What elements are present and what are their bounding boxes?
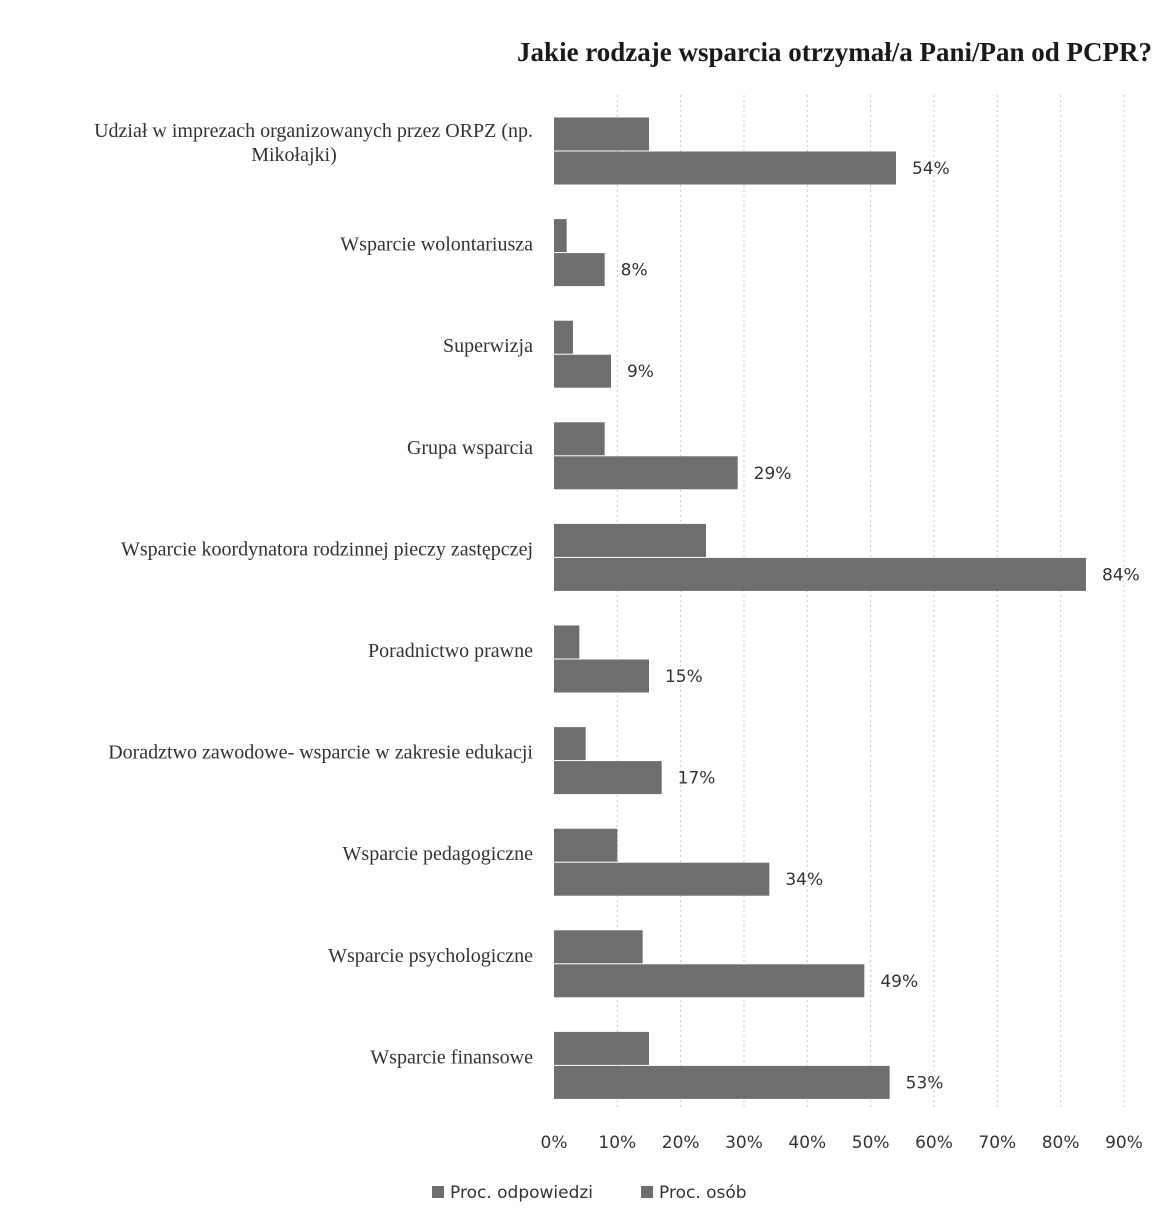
x-tick-label: 0% — [541, 1133, 568, 1153]
bar-proc-odpowiedzi — [554, 1031, 649, 1065]
bar-proc-odpowiedzi — [554, 320, 573, 354]
bar-proc-osob — [554, 354, 611, 388]
bar-proc-osob — [554, 964, 865, 998]
data-label: 49% — [880, 972, 918, 992]
data-label: 15% — [665, 667, 703, 687]
category-label: Grupa wsparcia — [407, 437, 533, 459]
bar-proc-osob — [554, 1065, 890, 1099]
data-label: 9% — [627, 362, 654, 382]
bar-proc-osob — [554, 557, 1086, 591]
bar-proc-osob — [554, 151, 896, 185]
bars — [554, 117, 1086, 1099]
x-tick-label: 10% — [598, 1133, 636, 1153]
bar-proc-odpowiedzi — [554, 828, 618, 862]
category-labels: Udział w imprezach organizowanych przez … — [94, 120, 533, 1068]
bar-proc-osob — [554, 253, 605, 287]
x-axis-ticks: 0% 10% 20% 30% 40% 50% 60% 70% 80% 90% — [541, 1133, 1143, 1153]
x-tick-label: 20% — [662, 1133, 700, 1153]
x-tick-label: 90% — [1105, 1133, 1143, 1153]
legend: Proc. odpowiedzi Proc. osób — [432, 1183, 747, 1203]
data-label: 84% — [1102, 565, 1140, 585]
x-tick-label: 80% — [1042, 1133, 1080, 1153]
x-tick-label: 60% — [915, 1133, 953, 1153]
bar-proc-odpowiedzi — [554, 117, 649, 151]
bar-proc-osob — [554, 456, 738, 490]
x-tick-label: 70% — [978, 1133, 1016, 1153]
data-label: 34% — [785, 870, 823, 890]
category-label: Poradnictwo prawne — [368, 640, 533, 662]
bar-proc-odpowiedzi — [554, 625, 580, 659]
data-label: 29% — [754, 464, 792, 484]
gridlines — [616, 95, 1125, 1108]
data-label: 54% — [912, 159, 950, 179]
bar-proc-osob — [554, 761, 662, 795]
category-label: Wsparcie koordynatora rodzinnej pieczy z… — [121, 538, 533, 560]
data-label: 8% — [621, 261, 648, 281]
bar-proc-odpowiedzi — [554, 523, 706, 557]
bar-proc-osob — [554, 862, 770, 896]
x-tick-label: 50% — [852, 1133, 890, 1153]
legend-label: Proc. osób — [659, 1183, 747, 1203]
category-label: Wsparcie finansowe — [370, 1046, 533, 1068]
data-labels: 54% 8% 9% 29% 84% 15% 17% 34% 49% 53% — [621, 159, 1140, 1093]
category-label: Mikołajki) — [251, 144, 337, 166]
legend-swatch — [641, 1186, 653, 1198]
bar-proc-osob — [554, 659, 649, 693]
x-tick-label: 40% — [788, 1133, 826, 1153]
category-label: Superwizja — [443, 335, 533, 357]
category-label: Udział w imprezach organizowanych przez … — [94, 120, 533, 142]
bar-proc-odpowiedzi — [554, 422, 605, 456]
legend-swatch — [432, 1186, 444, 1198]
bar-proc-odpowiedzi — [554, 219, 567, 253]
category-label: Wsparcie pedagogiczne — [343, 843, 534, 865]
bar-proc-odpowiedzi — [554, 727, 586, 761]
category-label: Doradztwo zawodowe- wsparcie w zakresie … — [108, 742, 533, 764]
x-tick-label: 30% — [725, 1133, 763, 1153]
category-label: Wsparcie wolontariusza — [340, 234, 533, 256]
chart-title: Jakie rodzaje wsparcia otrzymał/a Pani/P… — [517, 37, 1152, 67]
data-label: 17% — [678, 769, 716, 789]
category-label: Wsparcie psychologiczne — [328, 945, 533, 967]
bar-proc-odpowiedzi — [554, 930, 643, 964]
data-label: 53% — [906, 1073, 944, 1093]
legend-label: Proc. odpowiedzi — [450, 1183, 593, 1203]
